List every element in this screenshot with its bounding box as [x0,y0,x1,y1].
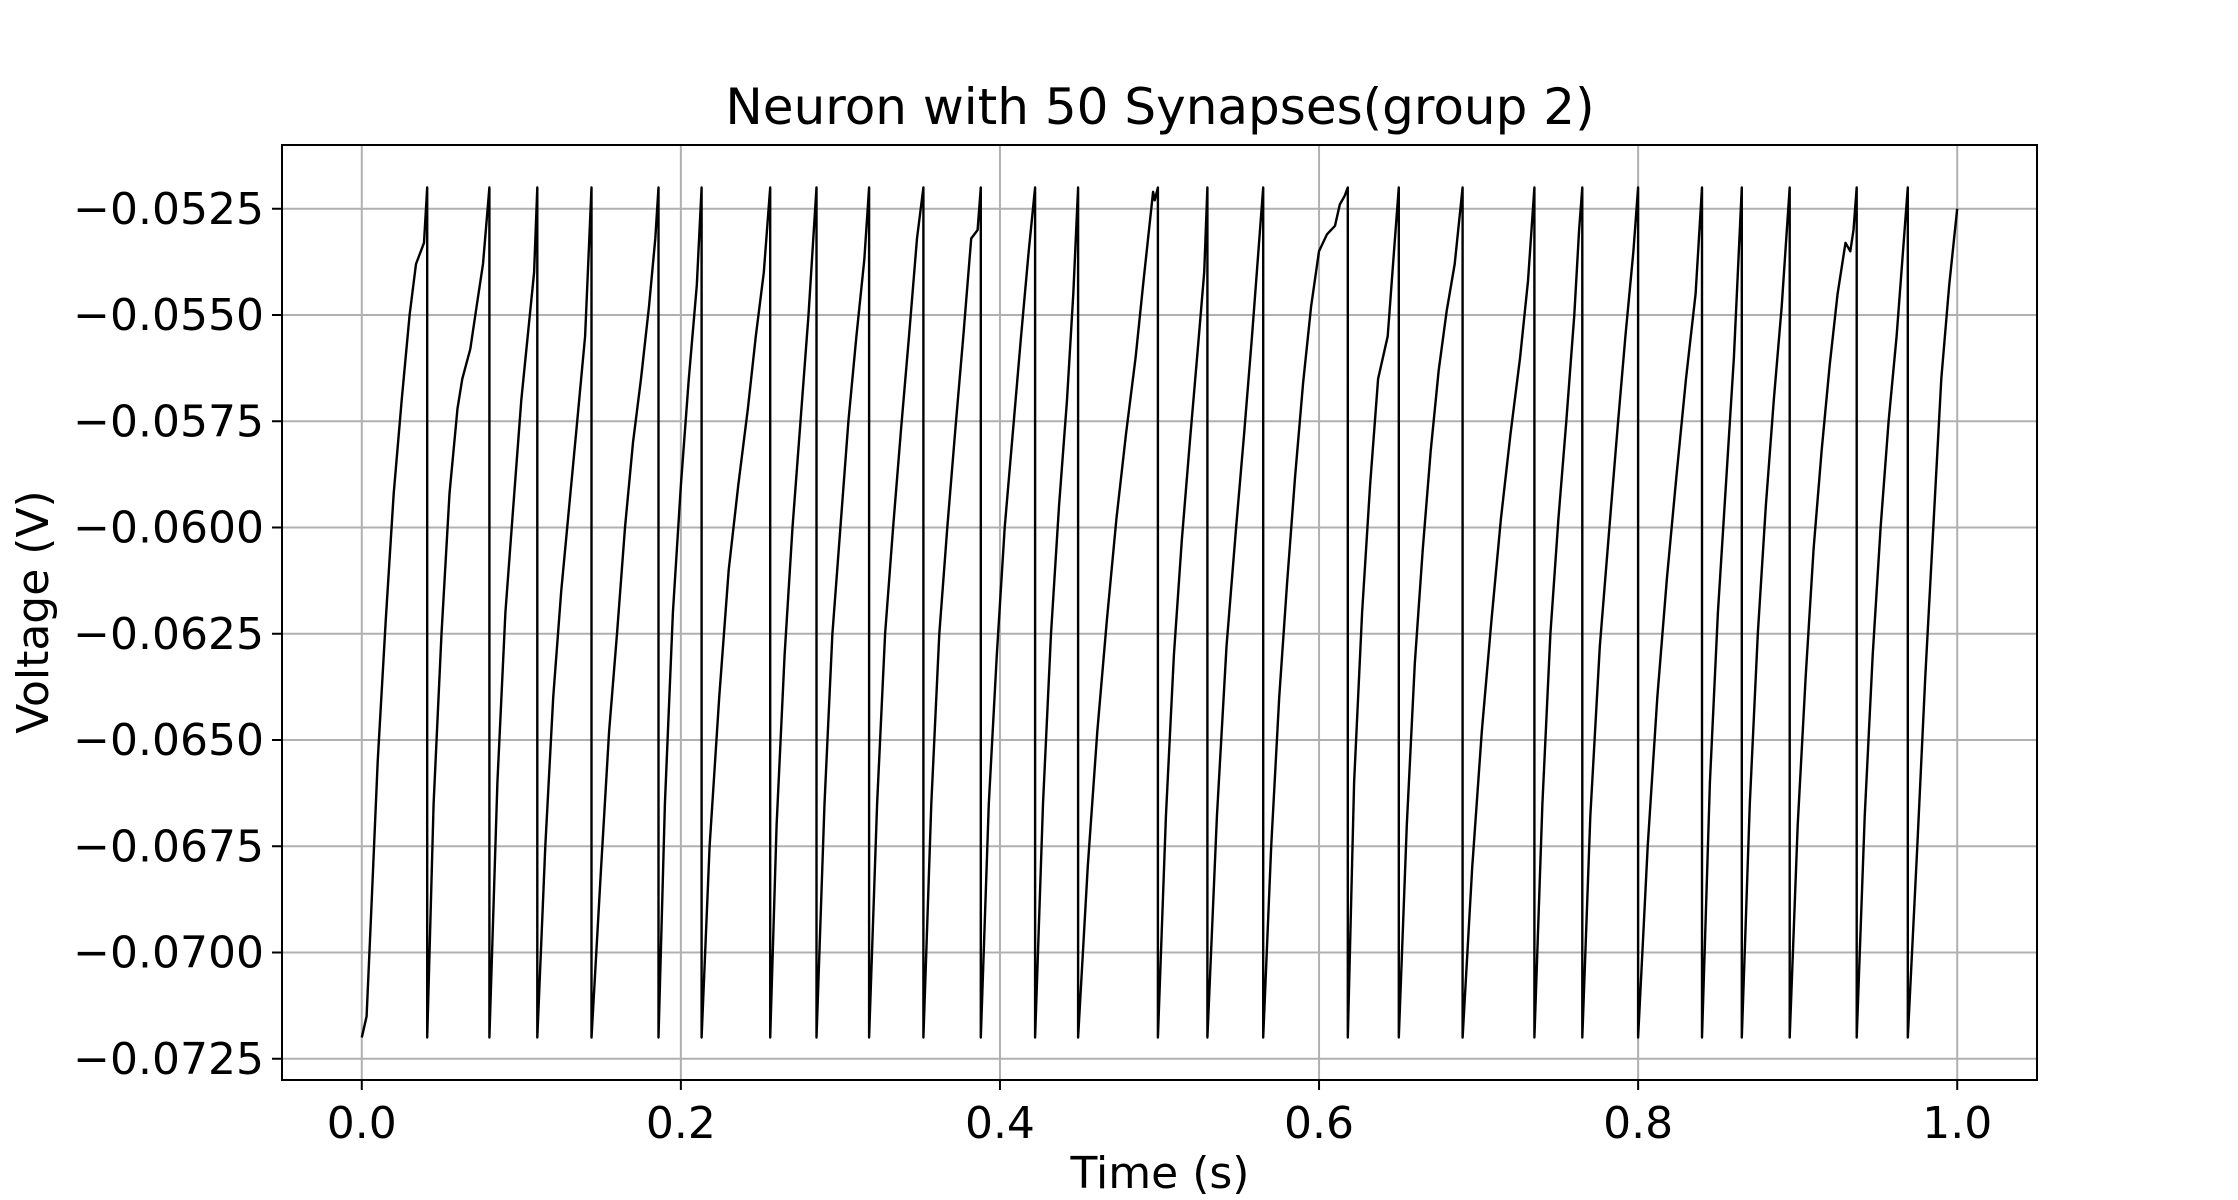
voltage-series-line [360,186,1959,1039]
x-tick-label: 0.4 [965,1098,1035,1149]
y-tick-label: −0.0700 [73,928,264,979]
y-axis-ticks: −0.0525 −0.0550 −0.0575 −0.0600 −0.0625 −0.06… [73,184,282,1085]
y-tick-label: −0.0625 [73,609,264,660]
chart-title: Neuron with 50 Synapses(group 2) [725,78,1594,136]
y-tick-label: −0.0600 [73,503,264,554]
y-tick-label: −0.0675 [73,821,264,872]
x-tick-label: 0.2 [646,1098,716,1149]
y-tick-label: −0.0650 [73,715,264,766]
y-axis-label: Voltage (V) [8,490,59,733]
grid [282,145,2037,1080]
y-tick-label: −0.0725 [73,1034,264,1085]
y-tick-label: −0.0525 [73,184,264,235]
x-tick-label: 0.8 [1603,1098,1673,1149]
plot-area [360,186,1959,1039]
y-tick-label: −0.0550 [73,290,264,341]
x-tick-label: 0.0 [327,1098,397,1149]
y-tick-label: −0.0575 [73,396,264,447]
x-axis-ticks: 0.0 0.2 0.4 0.6 0.8 1.0 [327,1080,1992,1149]
x-tick-label: 0.6 [1284,1098,1354,1149]
x-axis-label: Time (s) [1070,1148,1250,1199]
axes-frame [281,144,2038,1081]
x-tick-label: 1.0 [1922,1098,1992,1149]
